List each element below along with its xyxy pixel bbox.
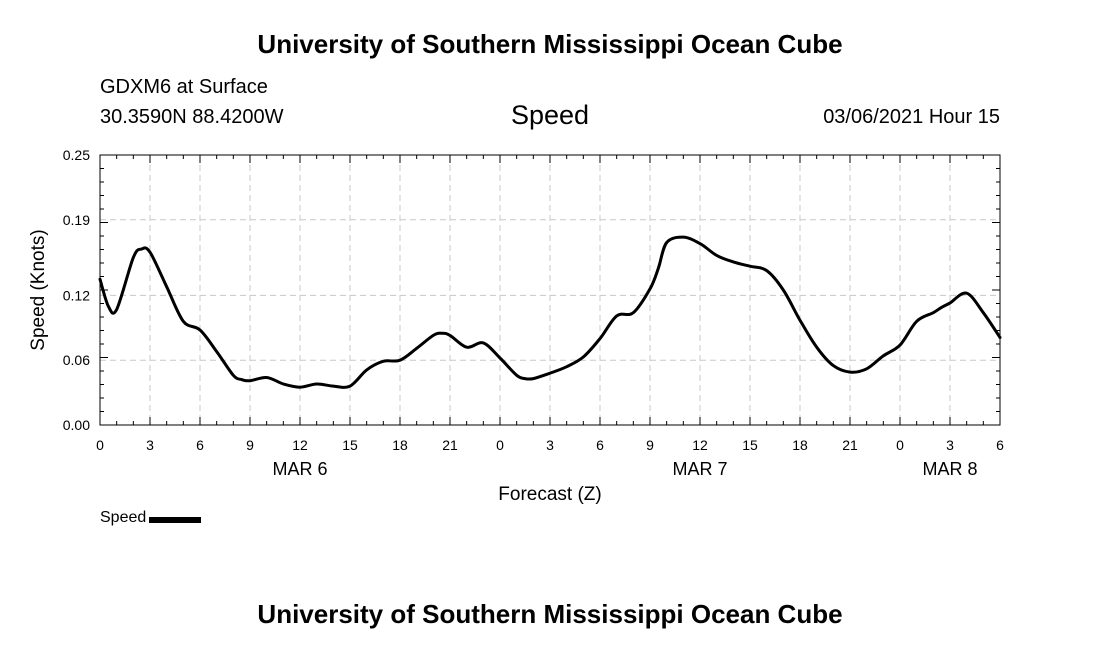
x-tick-label: 9 [646,437,654,453]
x-tick-label: 3 [546,437,554,453]
x-axis-label: Forecast (Z) [498,484,601,505]
grid-layer [100,155,1000,425]
x-tick-label: 6 [996,437,1004,453]
x-tick-label: 6 [596,437,604,453]
x-tick-label: 15 [742,437,758,453]
chart-heading: Speed [510,100,590,130]
station-label: GDXM6 at Surface [100,76,268,98]
y-tick-label: 0.12 [63,287,90,303]
legend: Speed [100,509,202,527]
y-axis-label: Speed (Knots) [28,229,49,350]
series-layer [98,235,1002,389]
y-tick-label: 0.00 [63,417,90,433]
x-tick-label: 3 [146,437,154,453]
chart-bottom-title: University of Southern Mississippi Ocean… [257,599,843,629]
x-tick-label: 6 [196,437,204,453]
x-tick-label: 21 [442,437,458,453]
legend-label: Speed [100,509,147,526]
date-label: MAR 8 [922,459,977,479]
y-tick-label: 0.06 [63,352,90,368]
x-tick-label: 0 [896,437,904,453]
x-tick-label: 18 [392,437,408,453]
x-tick-label: 12 [692,437,708,453]
x-tick-label: 3 [946,437,954,453]
coordinates-label: 30.3590N 88.4200W [100,106,284,128]
speed-series-line [98,235,1002,389]
x-tick-label: 12 [292,437,308,453]
y-tick-label: 0.19 [63,212,90,228]
labels-layer: 0.00 0.06 0.12 0.19 0.25 0 3 6 9 12 15 18 21 0 3 6 9 12 15… [63,147,1004,479]
x-tick-label: 9 [246,437,254,453]
x-tick-label: 18 [792,437,808,453]
x-tick-label: 21 [842,437,858,453]
ticks-layer [99,154,1001,426]
date-label: MAR 6 [272,459,327,479]
x-tick-label: 15 [342,437,358,453]
run-time-label: 03/06/2021 Hour 15 [823,106,1000,128]
y-tick-label: 0.25 [63,147,90,163]
x-tick-label: 0 [496,437,504,453]
legend-line-swatch [149,517,202,523]
date-label: MAR 7 [672,459,727,479]
x-tick-label: 0 [96,437,104,453]
chart-top-title: University of Southern Mississippi Ocean… [257,29,843,59]
